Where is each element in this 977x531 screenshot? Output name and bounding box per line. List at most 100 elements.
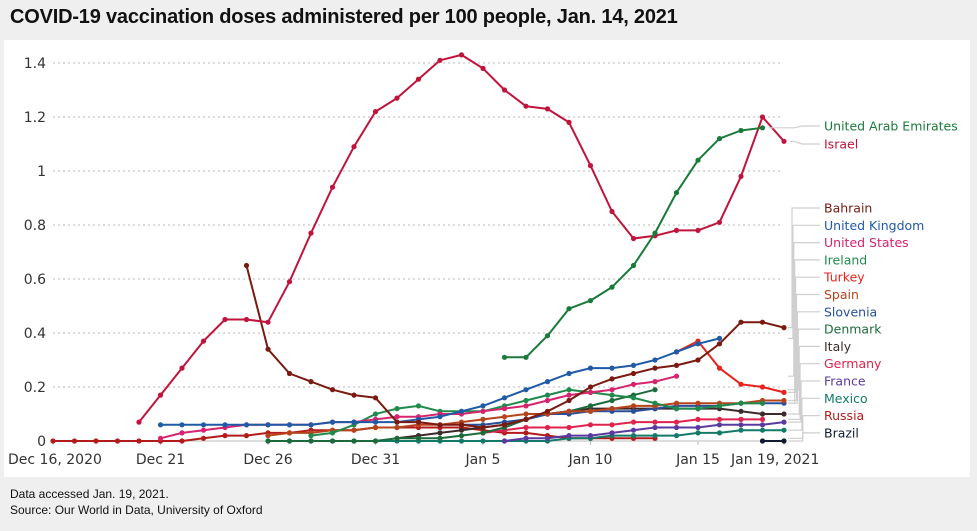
data-point xyxy=(587,433,594,439)
data-point xyxy=(501,414,508,420)
data-point xyxy=(501,354,508,360)
data-point xyxy=(673,349,680,355)
y-tick-label: 0.8 xyxy=(24,218,46,234)
data-point xyxy=(544,333,551,339)
data-point xyxy=(480,403,486,409)
data-point xyxy=(50,438,56,444)
data-point xyxy=(609,365,615,371)
data-point xyxy=(243,262,250,269)
data-point xyxy=(523,354,529,360)
data-point xyxy=(609,376,615,382)
data-point xyxy=(394,414,400,420)
data-point xyxy=(286,370,293,377)
data-point xyxy=(781,389,787,395)
data-point xyxy=(222,433,228,439)
data-point xyxy=(415,419,422,425)
data-point xyxy=(587,384,594,390)
data-point xyxy=(372,411,379,417)
data-point xyxy=(587,389,594,395)
data-point xyxy=(630,433,637,439)
legend-label-denmark: Denmark xyxy=(824,322,882,337)
legend-label-slovenia: Slovenia xyxy=(824,304,877,319)
data-point xyxy=(480,408,486,414)
data-point xyxy=(695,430,701,436)
y-tick-label: 0.2 xyxy=(24,380,46,396)
data-point xyxy=(308,433,314,439)
series-france xyxy=(501,419,787,444)
legend-connector xyxy=(788,380,820,423)
data-point xyxy=(523,435,529,441)
data-point xyxy=(437,422,443,428)
data-point xyxy=(566,119,572,125)
data-point xyxy=(630,381,637,387)
data-point xyxy=(286,438,293,444)
data-point xyxy=(673,406,680,412)
series-line xyxy=(138,53,785,423)
legend-connector xyxy=(788,328,820,391)
data-point xyxy=(501,438,508,444)
legend-connector xyxy=(788,415,820,439)
gridlines xyxy=(53,62,782,442)
chart-panel: 0 0.2 0.4 0.6 0.8 1 1.2 1.4 Dec 16, 2020 Dec 21 D… xyxy=(4,40,970,477)
data-point xyxy=(609,392,615,398)
data-point xyxy=(738,381,744,387)
data-point xyxy=(501,422,508,428)
data-point xyxy=(523,416,529,422)
legend-label-israel: Israel xyxy=(824,137,858,152)
x-tick-label: Dec 16, 2020 xyxy=(8,452,102,468)
data-point xyxy=(759,125,766,131)
data-point xyxy=(243,316,250,323)
data-point xyxy=(716,136,723,142)
data-point xyxy=(738,416,744,422)
data-point xyxy=(329,438,336,444)
data-point xyxy=(566,408,572,414)
data-point xyxy=(308,230,314,236)
data-point xyxy=(695,357,701,363)
legend-connector xyxy=(788,311,820,404)
data-point xyxy=(652,433,658,439)
data-point xyxy=(243,422,250,428)
data-point xyxy=(673,424,680,431)
data-point xyxy=(716,430,723,436)
legend-label-italy: Italy xyxy=(824,339,852,354)
data-point xyxy=(523,430,529,436)
data-point xyxy=(609,397,615,404)
data-point xyxy=(437,435,443,441)
series-line xyxy=(504,421,785,442)
data-point xyxy=(652,230,658,236)
data-point xyxy=(716,219,723,225)
legend-label-turkey: Turkey xyxy=(823,270,865,285)
data-point xyxy=(652,419,658,425)
data-point xyxy=(566,306,572,312)
data-point xyxy=(351,392,357,398)
data-point xyxy=(480,416,486,422)
data-point xyxy=(329,430,336,436)
data-point xyxy=(781,397,787,404)
x-tick-label: Jan 15 xyxy=(675,452,720,468)
legend-connector xyxy=(788,432,820,442)
data-point xyxy=(566,387,572,393)
data-point xyxy=(157,422,164,428)
y-tick-label: 1.2 xyxy=(24,110,46,126)
data-point xyxy=(544,397,551,404)
data-point xyxy=(480,430,486,436)
data-point xyxy=(458,433,465,439)
legend-label-russia: Russia xyxy=(824,408,864,423)
data-point xyxy=(501,406,508,412)
data-point xyxy=(673,400,680,406)
legend: United Arab Emirates Israel Bahrain United … xyxy=(768,119,958,442)
chart-title: COVID-19 vaccination doses administered … xyxy=(10,6,678,28)
series-line xyxy=(504,126,763,359)
data-point xyxy=(759,384,766,390)
data-point xyxy=(372,395,379,401)
data-point xyxy=(437,57,443,63)
series-brazil xyxy=(759,438,787,444)
data-point xyxy=(544,435,551,441)
data-point xyxy=(759,416,766,422)
data-point xyxy=(630,370,637,377)
data-point xyxy=(458,438,465,444)
legend-connector xyxy=(788,363,820,420)
legend-label-ireland: Ireland xyxy=(824,252,867,267)
legend-connector xyxy=(788,345,820,415)
data-point xyxy=(329,387,336,393)
